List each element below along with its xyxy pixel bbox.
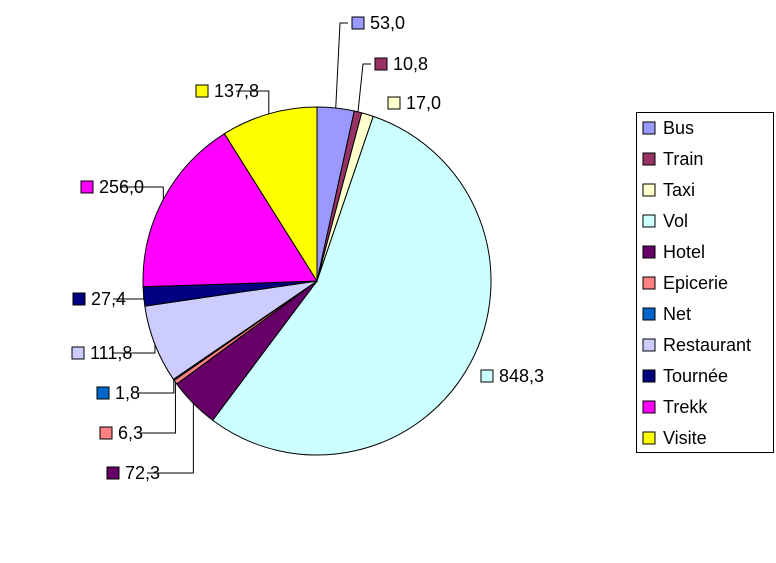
label-swatch: [387, 96, 401, 110]
data-label: 53,0: [370, 13, 405, 33]
legend-label: Taxi: [663, 180, 695, 200]
legend-swatch: [642, 214, 656, 228]
label-swatch: [195, 84, 209, 98]
label-swatch: [99, 426, 113, 440]
legend-box: [636, 112, 774, 453]
legend-swatch: [642, 152, 656, 166]
data-label: 848,3: [499, 366, 544, 386]
pie-slice: [211, 115, 492, 456]
legend-label: Hotel: [663, 242, 705, 262]
data-label: 72,3: [125, 463, 160, 483]
legend-swatch: [642, 400, 656, 414]
label-swatch: [480, 369, 494, 383]
legend-swatch: [642, 245, 656, 259]
legend-label: Train: [663, 149, 703, 169]
leader-line: [140, 382, 176, 434]
pie-slice: [142, 133, 318, 288]
legend-label: Epicerie: [663, 273, 728, 293]
leader-line: [236, 90, 270, 114]
label-swatch: [80, 180, 94, 194]
data-label: 10,8: [393, 54, 428, 74]
data-label: 6,3: [118, 423, 143, 443]
leader-line: [147, 403, 194, 474]
legend-label: Net: [663, 304, 691, 324]
leader-line: [112, 344, 156, 354]
data-label: 1,8: [115, 383, 140, 403]
legend-label: Visite: [663, 428, 707, 448]
data-label: 137,8: [214, 81, 259, 101]
legend-swatch: [642, 276, 656, 290]
legend-label: Vol: [663, 211, 688, 231]
label-swatch: [96, 386, 110, 400]
leader-line: [121, 186, 164, 200]
legend-label: Restaurant: [663, 335, 751, 355]
label-swatch: [351, 16, 365, 30]
legend-swatch: [642, 338, 656, 352]
legend-label: Trekk: [663, 397, 708, 417]
legend-swatch: [642, 369, 656, 383]
data-label: 111,8: [90, 343, 132, 363]
leader-line: [137, 379, 175, 394]
data-label: 17,0: [406, 93, 441, 113]
data-label: 27,4: [91, 289, 126, 309]
legend-label: Bus: [663, 118, 694, 138]
pie-slice: [223, 106, 318, 283]
legend-swatch: [642, 307, 656, 321]
legend-label: Tournée: [663, 366, 728, 386]
data-label: 256,0: [99, 177, 144, 197]
label-swatch: [71, 346, 85, 360]
label-swatch: [374, 57, 388, 71]
label-swatch: [72, 292, 86, 306]
leader-line: [113, 296, 145, 300]
legend-swatch: [642, 121, 656, 135]
legend-swatch: [642, 183, 656, 197]
leader-line: [357, 63, 371, 112]
leader-line: [335, 22, 348, 109]
legend-swatch: [642, 431, 656, 445]
label-swatch: [106, 466, 120, 480]
